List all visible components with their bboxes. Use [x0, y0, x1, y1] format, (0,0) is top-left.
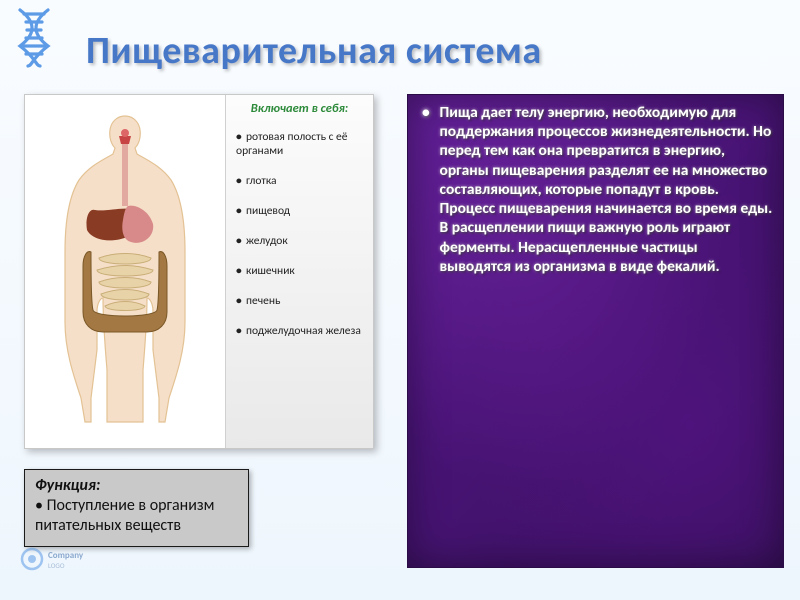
list-item: пищевод: [234, 196, 365, 226]
svg-text:LOGO: LOGO: [48, 561, 65, 570]
right-column: • Пища дает телу энергию, необходимую дл…: [395, 80, 800, 582]
description-text: Пища дает телу энергию, необходимую для …: [440, 103, 773, 276]
list-item: печень: [234, 286, 365, 316]
slide-title: Пищеварительная система: [0, 0, 800, 80]
bullet-icon: •: [422, 103, 436, 122]
list-item: поджелудочная железа: [234, 316, 365, 346]
includes-label: Включает в себя:: [234, 101, 365, 122]
organ-list: Включает в себя: ротовая полость с её ор…: [225, 95, 373, 448]
function-box: Функция: • Поступление в организм питате…: [24, 469, 249, 547]
function-text: Поступление в организм питательных вещес…: [35, 496, 214, 535]
list-item: ротовая полость с её органами: [234, 122, 365, 166]
svg-text:Company: Company: [48, 550, 84, 561]
logo-corner: Company LOGO: [18, 544, 98, 574]
content-row: Включает в себя: ротовая полость с её ор…: [0, 80, 800, 582]
function-label: Функция:: [35, 476, 238, 496]
list-item: желудок: [234, 226, 365, 256]
anatomy-frame: Включает в себя: ротовая полость с её ор…: [24, 94, 374, 449]
list-item: глотка: [234, 166, 365, 196]
dna-icon: [6, 4, 70, 68]
left-column: Включает в себя: ротовая полость с её ор…: [0, 80, 395, 582]
list-item: кишечник: [234, 256, 365, 286]
description-panel: • Пища дает телу энергию, необходимую дл…: [407, 94, 784, 568]
anatomy-diagram: [25, 95, 225, 448]
